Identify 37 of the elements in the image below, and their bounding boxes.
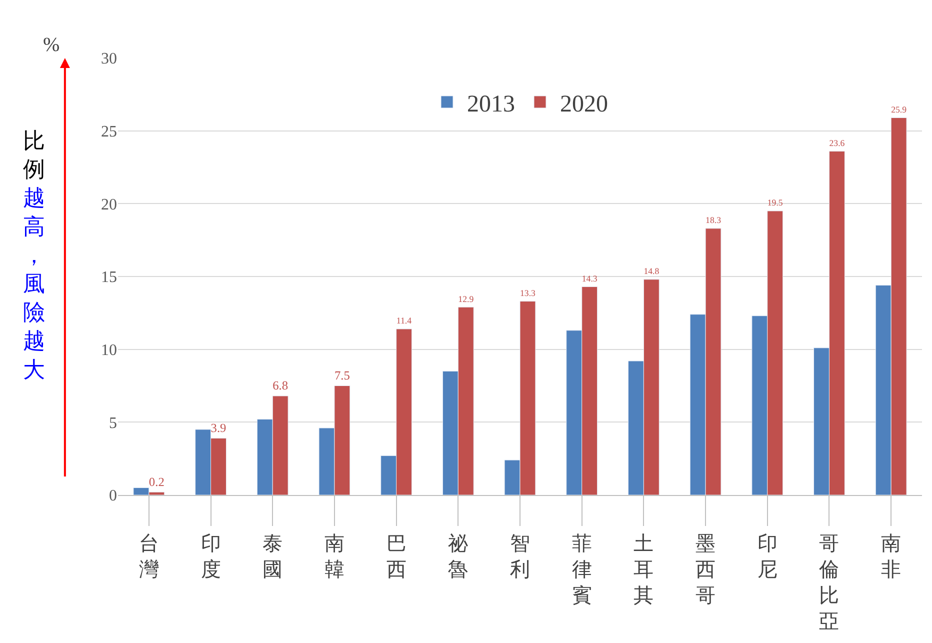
x-tick-label: 哥倫比亞: [818, 533, 840, 633]
x-tick-label: 印尼: [757, 533, 778, 581]
x-tick-label: 智利: [510, 533, 530, 581]
data-label: 19.5: [767, 198, 784, 208]
x-tick-label: 墨西哥: [696, 533, 716, 607]
data-label: 23.6: [829, 138, 846, 148]
data-label: 7.5: [334, 368, 350, 382]
data-label: 12.9: [458, 294, 474, 304]
text: 比例越高，風險越大: [23, 128, 45, 382]
data-label: 6.8: [272, 378, 288, 393]
y-tick-label: 20: [101, 196, 117, 214]
x-tick-label: 巴西: [386, 533, 406, 581]
x-tick-label: 南非: [881, 533, 902, 581]
data-label: 14.3: [582, 273, 598, 284]
data-label: 13.3: [520, 288, 536, 298]
y-tick-label: 15: [101, 269, 117, 286]
x-tick-label: 菲律賓: [572, 533, 592, 607]
data-label: 25.9: [891, 104, 908, 114]
y-tick-label: 10: [101, 342, 117, 359]
x-tick-label: 祕魯: [448, 533, 468, 581]
legend-label: 2013: [467, 91, 515, 118]
y-axis-title: %: [43, 34, 60, 56]
x-tick-label: 土耳其: [634, 533, 654, 607]
x-tick-label: 泰國: [262, 533, 283, 581]
y-tick-label: 0: [109, 488, 117, 505]
y-tick-label: 25: [101, 123, 117, 140]
x-tick-label: 印度: [200, 533, 221, 581]
y-tick-label: 5: [109, 414, 117, 432]
data-label: 0.2: [148, 474, 164, 489]
x-tick-label: 台灣: [138, 533, 159, 581]
data-label: 11.4: [396, 316, 412, 326]
data-label: 3.9: [210, 420, 226, 435]
data-label: 18.3: [706, 215, 722, 226]
legend-label: 2020: [560, 91, 608, 118]
data-label: 14.8: [644, 266, 660, 276]
x-tick-label: 南韓: [324, 533, 344, 581]
y-tick-label: 30: [101, 50, 117, 68]
